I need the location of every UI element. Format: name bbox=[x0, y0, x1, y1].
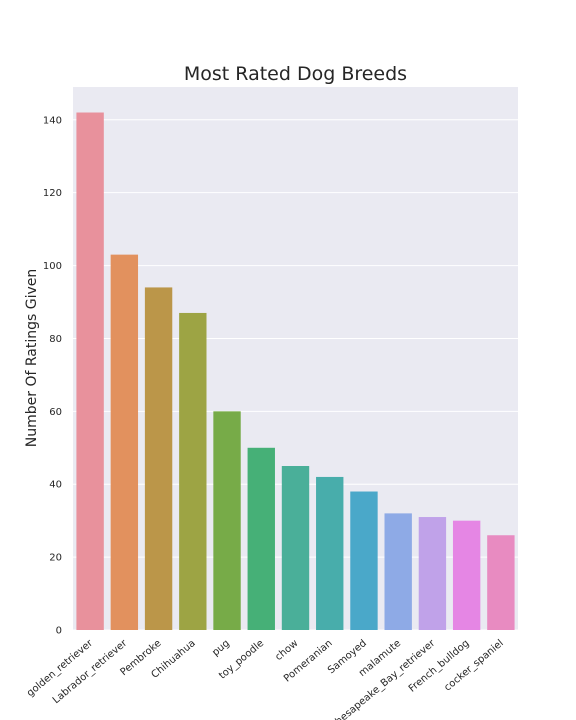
y-tick-label: 80 bbox=[49, 334, 62, 345]
x-tick-label: chow bbox=[273, 638, 300, 663]
y-tick-label: 40 bbox=[49, 480, 62, 491]
bar-chesapeake-bay-retriever bbox=[418, 517, 447, 630]
x-tick-label: cocker_spaniel bbox=[442, 638, 505, 694]
y-tick-label: 120 bbox=[43, 188, 62, 199]
bar-samoyed bbox=[350, 491, 378, 630]
bar-chihuahua bbox=[179, 312, 207, 630]
bar-golden-retriever bbox=[76, 112, 104, 630]
bar-chow bbox=[281, 466, 310, 630]
y-tick-label: 0 bbox=[56, 626, 62, 637]
y-tick-label: 60 bbox=[49, 407, 62, 418]
y-tick-label: 100 bbox=[43, 261, 62, 272]
x-tick-label: French_bulldog bbox=[407, 638, 472, 695]
bar-malamute bbox=[384, 513, 412, 630]
y-tick-label: 20 bbox=[49, 553, 62, 564]
bar-pomeranian bbox=[316, 476, 344, 630]
bar-cocker-spaniel bbox=[487, 535, 515, 630]
y-tick-label: 140 bbox=[43, 115, 62, 126]
bar-pembroke bbox=[144, 287, 173, 630]
chart-title: Most Rated Dog Breeds bbox=[184, 63, 407, 85]
bar-pug bbox=[213, 411, 241, 630]
bar-labrador-retriever bbox=[110, 254, 139, 631]
bar-french-bulldog bbox=[452, 520, 481, 630]
y-axis-label: Number Of Ratings Given bbox=[24, 269, 40, 447]
x-tick-label: pug bbox=[210, 638, 232, 659]
bar-toy-poodle bbox=[247, 447, 275, 630]
